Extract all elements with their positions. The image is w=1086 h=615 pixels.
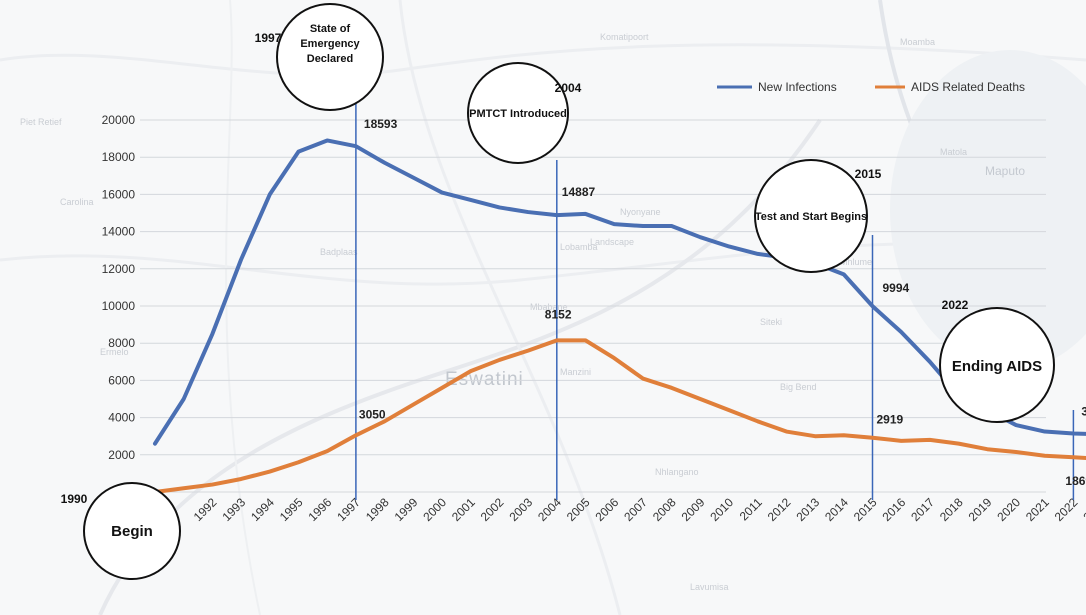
map-place-label: Carolina bbox=[60, 197, 94, 207]
map-road bbox=[98, 118, 822, 615]
y-tick-label: 10000 bbox=[102, 299, 136, 313]
map-place-label: Badplaas bbox=[320, 247, 358, 257]
map-place-label: Lobamba bbox=[560, 242, 598, 252]
map-place-label: Matola bbox=[940, 147, 967, 157]
map-place-label: Piet Retief bbox=[20, 117, 62, 127]
y-tick-label: 4000 bbox=[108, 411, 135, 425]
legend-label-aids-deaths: AIDS Related Deaths bbox=[911, 80, 1025, 94]
callout-circle bbox=[467, 62, 569, 164]
gridlines bbox=[140, 119, 1046, 493]
map-place-label: Komatipoort bbox=[600, 32, 649, 42]
data-label: 3143 bbox=[1081, 405, 1086, 419]
callout-1990: Begin 1990 bbox=[61, 482, 181, 580]
map-road bbox=[0, 241, 1086, 286]
callout-text: Test and Start Begins bbox=[755, 211, 867, 223]
y-tick-label: 14000 bbox=[102, 225, 136, 239]
callout-year-label: 1997 bbox=[255, 31, 282, 45]
callout-circle bbox=[83, 482, 181, 580]
map-place-label: Manzini bbox=[560, 367, 591, 377]
callout-text: State of bbox=[310, 23, 351, 35]
map-place-label: Mbabane bbox=[530, 302, 568, 312]
callout-year-label: 2015 bbox=[855, 167, 882, 181]
data-label: 1869 bbox=[1065, 474, 1086, 488]
y-tick-label: 20000 bbox=[102, 113, 136, 127]
callout-1997: State of Emergency Declared 1997 bbox=[255, 3, 384, 111]
y-tick-label: 12000 bbox=[102, 262, 136, 276]
map-place-label: Moamba bbox=[900, 37, 935, 47]
y-tick-label: 8000 bbox=[108, 336, 135, 350]
callout-year-label: 2022 bbox=[942, 298, 969, 312]
map-place-label: Nhlangano bbox=[655, 467, 699, 477]
callout-text: Ending AIDS bbox=[952, 358, 1042, 375]
map-place-label: Landscape bbox=[590, 237, 634, 247]
callout-text: Emergency bbox=[300, 38, 360, 50]
data-label: 2919 bbox=[877, 413, 904, 427]
y-tick-label: 18000 bbox=[102, 150, 136, 164]
callout-text: Declared bbox=[307, 53, 353, 65]
callout-2015: Test and Start Begins 2015 bbox=[754, 159, 882, 273]
event-callouts: State of Emergency Declared 1997 PMTCT Intro… bbox=[61, 3, 1055, 580]
map-place-label: Ermelo bbox=[100, 347, 129, 357]
map-labels: Maputo Mbabane Manzini Nhlangano Siteki Lobam… bbox=[20, 32, 1025, 592]
callout-text: PMTCT Introduced bbox=[469, 108, 567, 120]
map-place-label: Big Bend bbox=[780, 382, 817, 392]
map-place-label: Nyonyane bbox=[620, 207, 661, 217]
callout-circle bbox=[754, 159, 868, 273]
series-line-aids-deaths bbox=[153, 338, 1086, 494]
data-label: 14887 bbox=[562, 185, 596, 199]
data-labels: 18593 14887 9994 3143 3050 8152 2919 1869 bbox=[359, 117, 1086, 488]
callout-circle bbox=[939, 307, 1055, 423]
map-road bbox=[225, 0, 261, 615]
map-road bbox=[0, 43, 1086, 77]
map-place-label: Mhlume bbox=[840, 257, 872, 267]
data-label: 3050 bbox=[359, 407, 386, 421]
legend: New Infections AIDS Related Deaths bbox=[717, 80, 1025, 94]
map-place-label: Siteki bbox=[760, 317, 782, 327]
map-water bbox=[890, 50, 1086, 370]
data-label: 8152 bbox=[545, 307, 572, 321]
y-tick-label: 16000 bbox=[102, 187, 136, 201]
map-place-label: Lavumisa bbox=[690, 582, 729, 592]
callout-year-label: 2004 bbox=[555, 81, 582, 95]
y-tick-label: 6000 bbox=[108, 373, 135, 387]
callout-year-label: 1990 bbox=[61, 492, 88, 506]
legend-label-new-infections: New Infections bbox=[758, 80, 837, 94]
map-place-label: Maputo bbox=[985, 164, 1025, 178]
callout-2004: PMTCT Introduced 2004 bbox=[467, 62, 582, 164]
callout-text: Begin bbox=[111, 523, 153, 540]
y-tick-label: 2000 bbox=[108, 448, 135, 462]
callout-2022: Ending AIDS 2022 bbox=[939, 298, 1055, 423]
data-label: 18593 bbox=[364, 117, 398, 131]
map-road bbox=[398, 0, 622, 615]
callout-circle bbox=[276, 3, 384, 111]
y-axis: 0200040006000800010000120001400016000180… bbox=[102, 113, 136, 499]
data-label: 9994 bbox=[883, 281, 910, 295]
